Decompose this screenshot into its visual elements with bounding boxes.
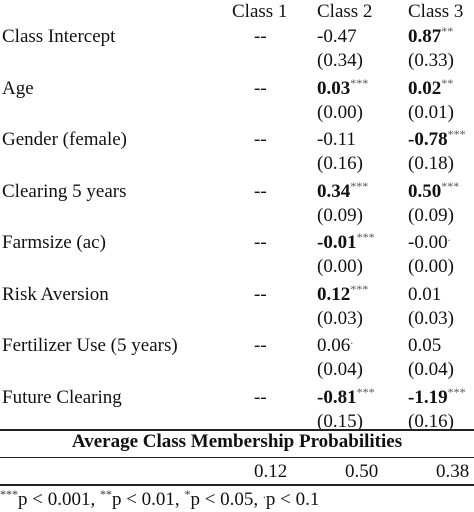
class2-estimate-value: 0.03 bbox=[317, 78, 351, 99]
class2-estimate: -0.81*** bbox=[317, 385, 375, 408]
class2-estimate-significance: *** bbox=[350, 76, 369, 90]
class2-estimate-value: 0.12 bbox=[317, 284, 351, 305]
class2-estimate-significance: *** bbox=[356, 230, 375, 244]
membership-probability-class-1: 0.12 bbox=[254, 461, 288, 482]
class3-estimate-significance: ** bbox=[441, 24, 454, 38]
class2-std-error: (0.00) bbox=[317, 256, 363, 277]
class1-cell: -- bbox=[254, 387, 267, 408]
class2-estimate-significance: *** bbox=[356, 385, 375, 399]
class2-estimate: 0.12*** bbox=[317, 282, 369, 305]
class3-std-error: (0.03) bbox=[408, 308, 454, 329]
class3-estimate-value: -0.00 bbox=[408, 232, 448, 253]
class2-estimate: -0.01*** bbox=[317, 230, 375, 253]
class2-estimate-value: -0.47 bbox=[317, 26, 357, 47]
footnote-symbol: . bbox=[262, 487, 266, 501]
footnote-text: p < 0.001, bbox=[18, 489, 100, 510]
class3-estimate: 0.01 bbox=[408, 285, 441, 304]
class2-estimate-value: -0.11 bbox=[317, 129, 356, 150]
class2-std-error: (0.03) bbox=[317, 308, 363, 329]
class3-std-error: (0.18) bbox=[408, 153, 454, 174]
row-label: Class Intercept bbox=[2, 26, 116, 47]
class3-estimate-value: -1.19 bbox=[408, 387, 448, 408]
class3-estimate: 0.05 bbox=[408, 336, 441, 355]
class1-cell: -- bbox=[254, 26, 267, 47]
class2-std-error: (0.16) bbox=[317, 153, 363, 174]
class2-estimate-value: -0.81 bbox=[317, 387, 357, 408]
column-header-1: Class 1 bbox=[232, 1, 288, 22]
class2-estimate: -0.11 bbox=[317, 130, 356, 149]
class3-estimate: -0.00. bbox=[408, 230, 451, 253]
divider-line bbox=[0, 457, 474, 458]
row-label: Farmsize (ac) bbox=[2, 232, 106, 253]
row-label: Clearing 5 years bbox=[2, 181, 127, 202]
class2-estimate-value: 0.06 bbox=[317, 335, 351, 356]
class2-estimate-significance: *** bbox=[350, 179, 369, 193]
footnote-text: p < 0.01, bbox=[111, 489, 185, 510]
membership-title: Average Class Membership Probabilities bbox=[71, 431, 403, 452]
class3-estimate-significance: ** bbox=[441, 76, 454, 90]
class3-std-error: (0.16) bbox=[408, 411, 454, 432]
class2-estimate-value: -0.01 bbox=[317, 232, 357, 253]
class3-estimate-significance: *** bbox=[441, 179, 460, 193]
class1-cell: -- bbox=[254, 232, 267, 253]
class3-estimate-value: 0.05 bbox=[408, 335, 442, 356]
class3-estimate-significance: *** bbox=[447, 127, 466, 141]
class2-estimate: 0.03*** bbox=[317, 76, 369, 99]
footnote-symbol: ** bbox=[99, 487, 112, 501]
class3-estimate: -0.78*** bbox=[408, 127, 466, 150]
class3-estimate-value: 0.50 bbox=[408, 181, 442, 202]
membership-probability-class-3: 0.38 bbox=[436, 461, 470, 482]
class3-estimate: 0.50*** bbox=[408, 179, 460, 202]
class3-estimate-value: 0.87 bbox=[408, 26, 442, 47]
class3-std-error: (0.33) bbox=[408, 50, 454, 71]
class2-std-error: (0.34) bbox=[317, 50, 363, 71]
footnote-text: p < 0.05, bbox=[190, 489, 263, 510]
class3-estimate-significance: *** bbox=[447, 385, 466, 399]
class3-estimate: 0.02** bbox=[408, 76, 454, 99]
class3-std-error: (0.09) bbox=[408, 205, 454, 226]
row-label: Age bbox=[2, 78, 34, 99]
class2-std-error: (0.09) bbox=[317, 205, 363, 226]
class2-std-error: (0.04) bbox=[317, 359, 363, 380]
divider-line bbox=[0, 429, 474, 431]
class1-cell: -- bbox=[254, 181, 267, 202]
class3-estimate-value: -0.78 bbox=[408, 129, 448, 150]
footnote-symbol: *** bbox=[0, 487, 18, 501]
row-label: Future Clearing bbox=[2, 387, 122, 408]
class1-cell: -- bbox=[254, 335, 267, 356]
membership-probability-class-2: 0.50 bbox=[345, 461, 379, 482]
column-header-2: Class 2 bbox=[317, 1, 373, 22]
row-label: Risk Aversion bbox=[2, 284, 109, 305]
footnote-text: p < 0.1 bbox=[265, 489, 320, 510]
class3-std-error: (0.01) bbox=[408, 102, 454, 123]
row-label: Fertilizer Use (5 years) bbox=[2, 335, 178, 356]
class2-estimate: -0.47 bbox=[317, 27, 357, 46]
class2-estimate-value: 0.34 bbox=[317, 181, 351, 202]
row-label: Gender (female) bbox=[2, 129, 128, 150]
class2-estimate-significance: *** bbox=[350, 282, 369, 296]
class3-estimate-value: 0.01 bbox=[408, 284, 442, 305]
class3-estimate: 0.87** bbox=[408, 24, 454, 47]
class2-std-error: (0.00) bbox=[317, 102, 363, 123]
class3-estimate-significance: . bbox=[447, 230, 451, 244]
column-header-3: Class 3 bbox=[408, 1, 464, 22]
class2-estimate: 0.06. bbox=[317, 333, 354, 356]
class2-estimate: 0.34*** bbox=[317, 179, 369, 202]
class1-cell: -- bbox=[254, 129, 267, 150]
divider-line bbox=[0, 484, 474, 486]
class2-estimate-significance: . bbox=[350, 333, 354, 347]
class3-std-error: (0.04) bbox=[408, 359, 454, 380]
class1-cell: -- bbox=[254, 78, 267, 99]
class1-cell: -- bbox=[254, 284, 267, 305]
significance-footnote: ***p < 0.001, **p < 0.01, *p < 0.05, .p … bbox=[0, 487, 320, 510]
footnote-symbol: * bbox=[184, 487, 191, 501]
class3-estimate-value: 0.02 bbox=[408, 78, 442, 99]
class2-std-error: (0.15) bbox=[317, 411, 363, 432]
class3-estimate: -1.19*** bbox=[408, 385, 466, 408]
class3-std-error: (0.00) bbox=[408, 256, 454, 277]
